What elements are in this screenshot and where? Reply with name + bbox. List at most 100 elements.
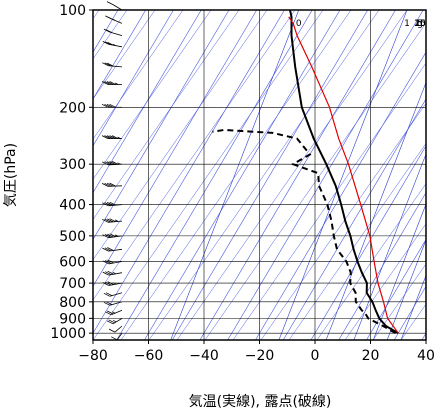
wind-barb-flag — [106, 103, 114, 108]
wind-barb-flag — [109, 81, 116, 85]
wind-barb-flag — [106, 1, 114, 5]
wind-barb-flag — [102, 247, 109, 252]
adiabat-line — [93, 10, 240, 220]
wind-barb — [102, 270, 123, 276]
wind-barb-flag — [107, 247, 114, 251]
wind-barb — [102, 233, 123, 239]
wind-barb — [102, 259, 123, 265]
y-tick-label: 400 — [59, 198, 86, 214]
wind-barb-flag — [104, 234, 112, 238]
wind-barb-flag — [104, 202, 111, 206]
background-lines — [93, 10, 426, 340]
wind-barb-flag — [104, 247, 112, 252]
wind-barb-flag — [104, 218, 111, 223]
isotherm-line — [93, 10, 146, 100]
isotherm-line — [93, 10, 230, 241]
wind-barb-flag — [107, 281, 114, 285]
mixing-ratio-label: g — [417, 19, 423, 29]
wind-barb-flag — [102, 62, 109, 67]
wind-barb-flag — [103, 28, 111, 33]
mixing-ratio-line — [400, 274, 426, 340]
wind-barb-flag — [101, 81, 109, 85]
wind-barb-flag — [102, 41, 109, 45]
wind-barb-flag — [105, 311, 112, 316]
isotherm-line — [227, 10, 424, 340]
wind-barb — [105, 309, 123, 316]
wind-barb-flag — [104, 62, 111, 67]
wind-barb-half — [114, 82, 119, 85]
wind-barb — [101, 135, 122, 140]
x-tick-labels: −80 −60 −40 −20 0 20 40 — [78, 340, 435, 364]
wind-barb — [105, 15, 123, 24]
isotherm-line — [93, 10, 257, 287]
wind-barb-flag — [107, 62, 114, 67]
wind-barb-half — [113, 319, 117, 323]
wind-barb-flag — [105, 281, 112, 286]
wind-barb-flag — [109, 233, 116, 238]
wind-barb — [103, 292, 123, 297]
isotherm-line — [199, 10, 396, 340]
isotherm-line — [116, 10, 313, 340]
isotherm-line — [282, 98, 426, 340]
wind-barb-flag — [106, 161, 114, 165]
wind-barb — [102, 201, 123, 207]
wind-barb-flag — [109, 201, 116, 206]
wind-barb — [102, 62, 123, 68]
wind-barb — [106, 1, 123, 11]
y-tick-label: 500 — [59, 229, 86, 245]
wind-barb — [102, 281, 123, 286]
y-tick-label: 800 — [59, 295, 86, 311]
adiabat-line — [232, 62, 426, 340]
wind-barb-flag — [109, 135, 116, 139]
adiabat-line — [93, 10, 296, 301]
wind-barb-flag — [107, 218, 114, 223]
adiabat-line — [260, 102, 426, 340]
wind-barb — [101, 182, 123, 187]
wind-barb-flag — [107, 41, 114, 46]
adiabat-line — [93, 10, 324, 340]
adiabat-line — [176, 10, 408, 340]
wind-barb-flag — [111, 135, 119, 139]
wind-barb — [101, 81, 122, 85]
x-tick-label: −20 — [245, 348, 275, 364]
wind-barb-flag — [107, 202, 114, 206]
wind-barb-flag — [101, 135, 109, 139]
mixing-ratio-line — [325, 81, 426, 340]
wind-barb-flag — [102, 202, 109, 207]
wind-barb-flag — [106, 182, 114, 187]
mixing-ratio-label: 10 — [414, 19, 426, 29]
wind-barb — [108, 325, 123, 333]
adiabat-line — [204, 22, 426, 340]
wind-barb-flag — [107, 270, 114, 275]
wind-barbs — [101, 1, 123, 341]
wind-barb — [101, 103, 122, 108]
wind-barb-half — [111, 18, 116, 21]
mixing-ratio-line — [353, 153, 426, 340]
x-tick-label: 20 — [362, 348, 380, 364]
wind-barb-flag — [108, 328, 116, 333]
wind-barb-half — [112, 271, 117, 275]
x-axis-label: 気温(実線), 露点(破線) — [189, 394, 332, 410]
adiabat-line — [93, 10, 212, 180]
wind-barb-flag — [102, 234, 109, 239]
isotherm-line — [93, 10, 285, 334]
wind-barb-flag — [103, 301, 111, 306]
wind-barb-flag — [101, 183, 109, 187]
wind-barb-half — [114, 219, 119, 222]
wind-barb-half — [117, 162, 121, 165]
wind-barb-flag — [109, 103, 116, 108]
wind-barb-flag — [102, 218, 109, 223]
isotherm-line — [171, 10, 368, 340]
adiabat-line — [344, 223, 426, 340]
wind-barb-half — [112, 282, 117, 285]
x-tick-label: 40 — [417, 348, 435, 364]
wind-barb-shaft — [112, 4, 123, 11]
wind-barb-half — [115, 234, 119, 237]
isotherm-line — [338, 192, 426, 340]
x-tick-label: −80 — [78, 348, 108, 364]
wind-barb-flag — [104, 81, 111, 85]
wind-barb-flag — [102, 271, 109, 276]
dewpoint-line — [212, 128, 397, 335]
